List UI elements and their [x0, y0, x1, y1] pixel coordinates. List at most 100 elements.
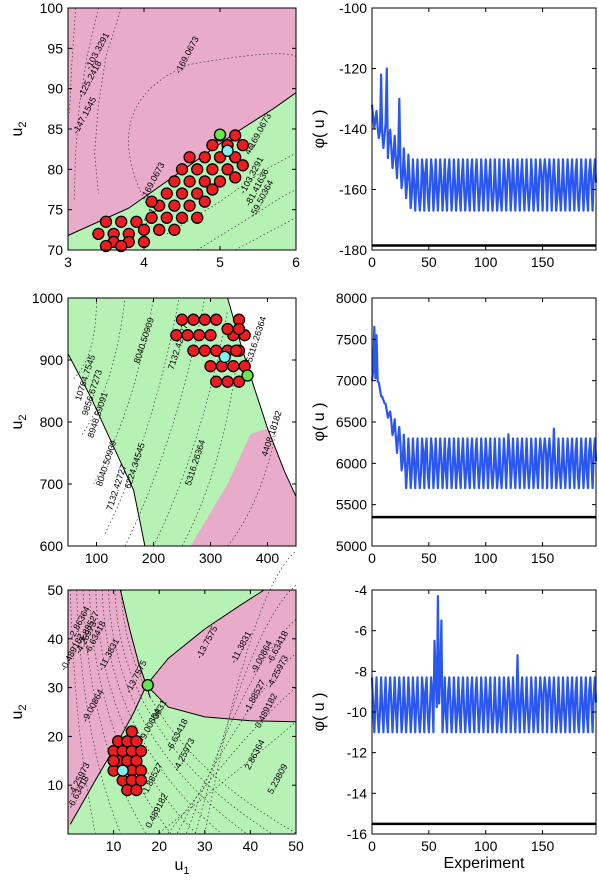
y-tick-label-r3-6: -4	[355, 582, 368, 598]
sample-point-red-0-43	[206, 183, 219, 196]
y-tick-label-r2-1: 5500	[336, 497, 367, 513]
sample-point-red-0-5	[130, 215, 143, 228]
phi-series-line-1	[370, 67, 598, 212]
x-tick-label-r2-0: 0	[368, 550, 376, 566]
sample-point-red-0-33	[236, 138, 249, 152]
y-tick-label-r3-0: -16	[347, 826, 367, 842]
sample-point-cyan-4-0	[116, 764, 129, 777]
x-tick-label-r1-3: 150	[531, 254, 555, 270]
y-axis-label-1: u2	[9, 121, 29, 136]
sample-point-red-4-3	[134, 744, 148, 758]
infeasible-region	[68, 8, 296, 236]
y-tick-label-0-6: 100	[40, 0, 64, 16]
y-tick-label-r2-6: 8000	[336, 290, 367, 306]
sample-point-red-2-2	[198, 313, 211, 326]
y-tick-label-4-3: 40	[47, 631, 63, 647]
x-tick-label-0-0: 3	[64, 254, 72, 270]
contour-line	[73, 7, 99, 202]
y-tick-label-r2-0: 5000	[336, 538, 367, 554]
sample-point-red-0-18	[183, 199, 196, 212]
x-tick-label-r2-1: 50	[421, 550, 437, 566]
contour-line	[128, 53, 297, 214]
contour-line	[186, 619, 297, 834]
contour-line	[153, 310, 228, 547]
sample-point-red-0-15	[175, 211, 189, 224]
x-tick-label-r2-2: 100	[474, 550, 498, 566]
y-tick-label-r2-3: 6500	[336, 414, 367, 430]
sample-point-red-2-23	[221, 322, 234, 336]
y-tick-label-r2-5: 7500	[336, 331, 367, 347]
sample-point-red-0-39	[213, 175, 227, 188]
constraint-boundary-right	[227, 297, 297, 497]
contour-line	[227, 415, 280, 547]
sample-point-red-4-20	[107, 754, 120, 767]
sample-point-red-0-0	[92, 227, 105, 241]
sample-point-red-2-6	[181, 329, 194, 342]
sample-point-green-0-0	[213, 128, 227, 141]
y-tick-label-r1-4: -100	[339, 0, 367, 16]
sample-point-cyan-0-0	[221, 144, 234, 157]
x-tick-label-2-3: 400	[256, 550, 280, 566]
sample-point-red-0-21	[191, 187, 204, 200]
sample-point-red-0-26	[221, 163, 234, 176]
sample-point-red-2-5	[170, 329, 183, 342]
contour-line	[197, 189, 297, 251]
x-tick-label-r1-0: 0	[368, 254, 376, 270]
constraint-boundary-left	[67, 353, 146, 547]
contour-line	[108, 589, 247, 834]
sample-point-red-2-25	[229, 344, 243, 357]
x-tick-label-2-2: 300	[199, 550, 223, 566]
contour-line	[177, 653, 297, 834]
contour-line	[89, 589, 171, 834]
y-tick-label-r3-3: -10	[347, 704, 367, 720]
infeasible-region	[190, 428, 296, 546]
white-region	[227, 298, 296, 497]
sample-point-red-0-23	[183, 175, 196, 188]
sample-point-red-0-24	[198, 175, 211, 188]
y-tick-label-4-4: 50	[47, 582, 63, 598]
y-axis-label-r3: φ( u )	[311, 693, 328, 732]
sample-point-red-0-14	[160, 211, 173, 224]
contour-line	[235, 217, 297, 251]
contour-line	[101, 589, 221, 834]
contour-line	[69, 7, 76, 113]
sample-point-red-2-16	[204, 360, 217, 373]
sample-point-red-2-12	[198, 344, 211, 357]
sample-point-red-0-19	[160, 187, 173, 200]
y-tick-label-r1-1: -160	[339, 182, 367, 198]
sample-point-red-0-44	[229, 171, 242, 184]
sample-point-red-2-22	[232, 375, 246, 388]
sample-point-red-0-8	[99, 239, 113, 253]
sample-point-red-0-28	[198, 151, 211, 164]
y-tick-label-r2-2: 6000	[336, 455, 367, 471]
y-tick-label-r3-2: -12	[347, 745, 367, 761]
y-tick-label-r1-2: -140	[339, 121, 367, 137]
x-tick-label-2-1: 200	[142, 550, 166, 566]
contour-line	[104, 297, 180, 534]
sample-point-red-0-11	[153, 223, 166, 236]
x-axis-label-r3: Experiment	[444, 855, 525, 872]
contour-line	[81, 297, 126, 435]
sample-point-red-0-37	[183, 151, 196, 164]
sample-point-red-0-22	[168, 175, 181, 188]
x-tick-label-4-0: 10	[106, 838, 122, 854]
y-tick-label-r1-0: -180	[339, 242, 367, 258]
phi-series-line-3	[370, 595, 598, 734]
x-tick-label-4-1: 20	[151, 838, 167, 854]
y-tick-label-0-1: 75	[47, 202, 63, 218]
x-tick-label-r3-2: 100	[474, 838, 498, 854]
sample-point-red-0-4	[115, 215, 128, 228]
y-axis-label-r1: φ( u )	[311, 110, 328, 149]
sample-point-red-0-25	[206, 163, 219, 176]
sample-point-red-0-41	[137, 235, 151, 249]
plot-background-2	[372, 298, 596, 546]
y-tick-label-0-3: 85	[47, 121, 63, 137]
y-tick-label-2-4: 1000	[32, 290, 63, 306]
contour-line	[158, 721, 297, 834]
x-tick-label-r3-3: 150	[531, 838, 555, 854]
sample-point-red-0-17	[168, 199, 181, 212]
y-tick-label-r2-4: 7000	[336, 373, 367, 389]
x-tick-label-4-2: 30	[197, 838, 213, 854]
contour-line	[195, 584, 297, 834]
constraint-boundary-3	[146, 589, 265, 686]
